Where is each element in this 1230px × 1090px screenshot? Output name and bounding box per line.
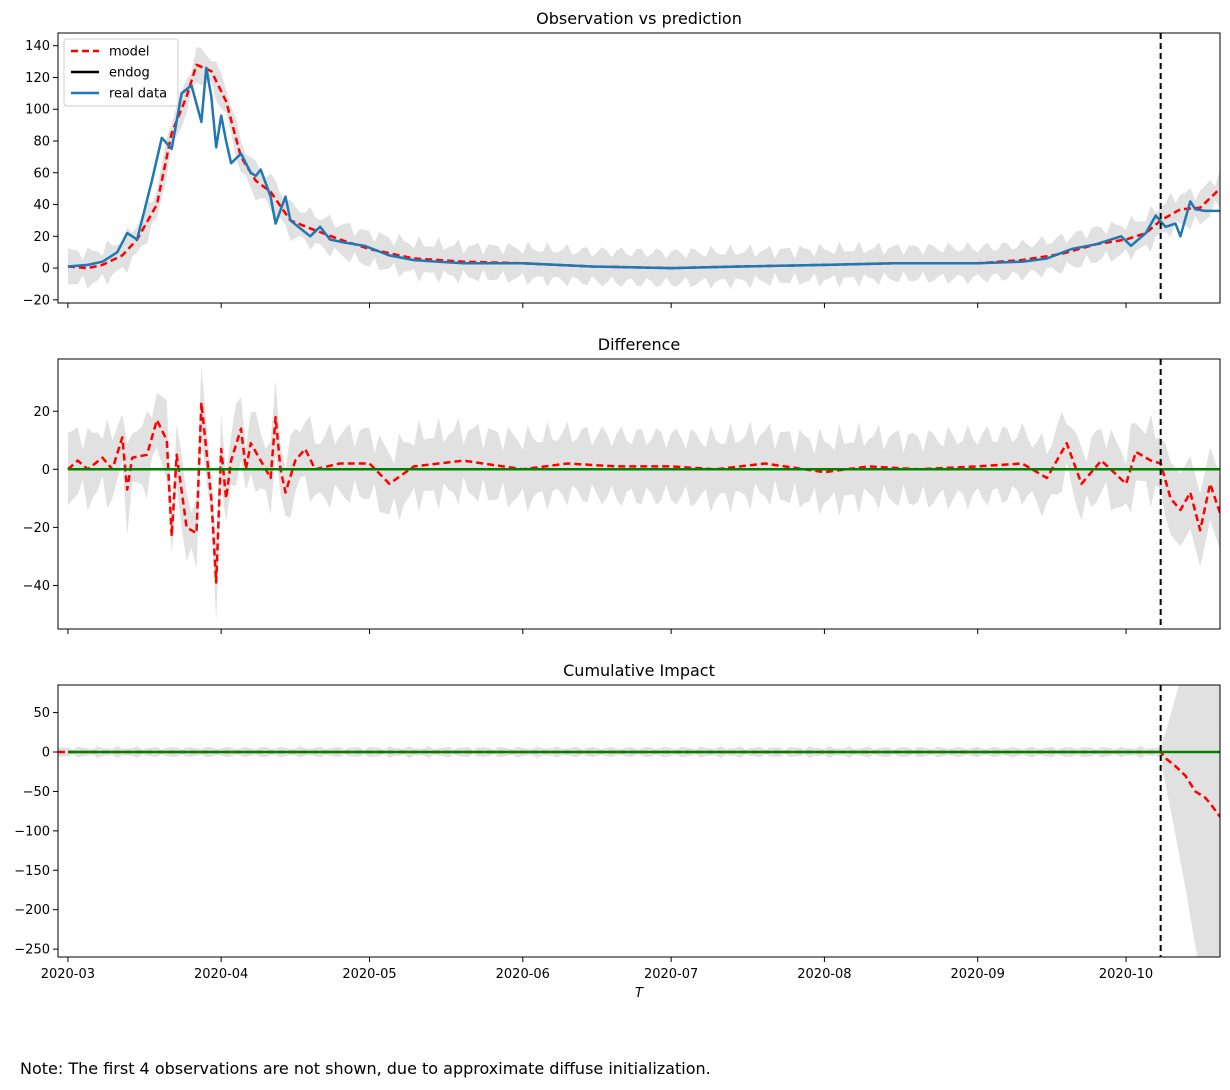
y-tick-label: −50 <box>23 785 50 800</box>
x-tick-label: 2020-09 <box>951 967 1005 982</box>
y-tick-label: 0 <box>42 262 50 277</box>
causal-impact-figure: Observation vs prediction−20020406080100… <box>14 9 1221 1001</box>
panel-title: Cumulative Impact <box>563 661 715 680</box>
y-tick-label: 140 <box>25 39 50 54</box>
y-tick-label: −20 <box>23 521 50 536</box>
legend: model endog real data <box>63 38 179 107</box>
plot-area-2 <box>67 365 1220 622</box>
x-tick-label: 2020-10 <box>1099 967 1153 982</box>
axes-frame <box>57 32 1221 304</box>
legend-label-real-data: real data <box>109 87 167 102</box>
axes-frame <box>57 684 1221 958</box>
series-difference <box>58 750 1220 818</box>
panel-2: Difference −40 −20 0 20 <box>23 335 1221 634</box>
y-tick-label: 120 <box>25 71 50 86</box>
series-difference <box>67 401 1220 584</box>
confidence-band <box>67 365 1220 622</box>
legend-label-endog: endog <box>109 66 150 81</box>
confidence-band <box>67 47 1220 290</box>
axes-frame <box>57 358 1221 630</box>
panel-1: Observation vs prediction −20 0 20 40 60 80 100… <box>23 9 1221 308</box>
y-tick-label: 80 <box>33 135 50 150</box>
x-tick-label: 2020-08 <box>797 967 851 982</box>
y-tick-label: 20 <box>33 405 50 420</box>
panel-title: Observation vs prediction <box>536 9 742 28</box>
plot-area-3 <box>58 685 1220 957</box>
y-tick-label: −250 <box>14 943 50 958</box>
panel-3: Cumulative Impact −250 −200 −150 −100 −50 0 50 2… <box>14 661 1221 1001</box>
y-tick-label: 40 <box>33 198 50 213</box>
x-tick-label: 2020-04 <box>194 967 248 982</box>
y-tick-label: 0 <box>42 463 50 478</box>
x-tick-label: 2020-03 <box>41 967 95 982</box>
y-tick-label: −200 <box>14 903 50 918</box>
y-tick-label: 100 <box>25 103 50 118</box>
y-tick-label: 0 <box>42 746 50 761</box>
y-tick-label: 60 <box>33 166 50 181</box>
x-axis-label: T <box>635 986 644 1001</box>
footnote: Note: The first 4 observations are not s… <box>20 1059 711 1078</box>
plot-area-1 <box>67 47 1220 290</box>
x-tick-label: 2020-07 <box>644 967 698 982</box>
y-tick-label: −100 <box>14 824 50 839</box>
y-tick-label: −150 <box>14 864 50 879</box>
x-tick-label: 2020-06 <box>496 967 550 982</box>
y-tick-label: 20 <box>33 230 50 245</box>
legend-box <box>63 38 179 107</box>
series-real-data <box>67 66 1220 270</box>
y-tick-label: −20 <box>23 293 50 308</box>
legend-label-model: model <box>109 45 149 60</box>
panel-title: Difference <box>598 335 680 354</box>
y-tick-label: −40 <box>23 579 50 594</box>
y-tick-label: 50 <box>33 706 50 721</box>
x-tick-label: 2020-05 <box>342 967 396 982</box>
